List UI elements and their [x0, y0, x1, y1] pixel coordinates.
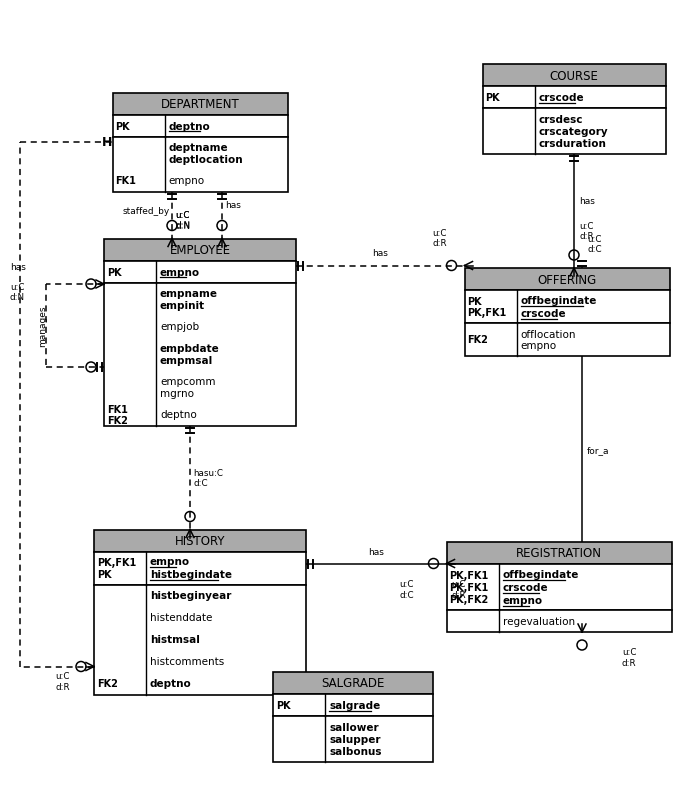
Text: u:C
d:R: u:C d:R [579, 221, 593, 241]
Text: SALGRADE: SALGRADE [322, 677, 385, 690]
Bar [94, 530, 306, 552]
Text: histmsal: histmsal [150, 634, 200, 645]
Text: empname
empinit: empname empinit [160, 289, 218, 310]
Bar [94, 585, 306, 695]
Text: FK2: FK2 [97, 678, 118, 689]
Text: salgrade: salgrade [329, 700, 380, 710]
Text: sallower
salupper
salbonus: sallower salupper salbonus [329, 723, 382, 755]
Text: PK
PK,FK1: PK PK,FK1 [468, 296, 506, 318]
Bar [104, 283, 296, 426]
Bar [482, 109, 665, 155]
Text: empjob: empjob [160, 322, 199, 332]
Text: crscode: crscode [520, 309, 566, 318]
Text: staffed_by: staffed_by [123, 206, 170, 215]
Text: u:C
d:R: u:C d:R [622, 647, 637, 667]
Text: offbegindate: offbegindate [502, 569, 579, 579]
Text: PK,FK1
PK,FK1
PK,FK2: PK,FK1 PK,FK1 PK,FK2 [449, 571, 489, 604]
Text: has: has [579, 197, 595, 206]
Text: crscode: crscode [538, 93, 584, 103]
Text: FK1
FK2: FK1 FK2 [107, 404, 128, 426]
Text: for_a: for_a [587, 446, 609, 455]
Text: deptno: deptno [150, 678, 192, 689]
Bar [482, 87, 665, 109]
Text: u:C
d:N: u:C d:N [175, 211, 190, 231]
Text: PK: PK [276, 700, 290, 710]
Text: FK1: FK1 [115, 176, 137, 186]
Text: empbdate
empmsal: empbdate empmsal [160, 344, 219, 366]
Text: offlocation
empno: offlocation empno [520, 330, 576, 350]
Bar [482, 65, 665, 87]
Text: HISTORY: HISTORY [175, 534, 225, 547]
Text: empcomm
mgrno: empcomm mgrno [160, 377, 215, 399]
Text: DEPARTMENT: DEPARTMENT [161, 98, 239, 111]
Text: has: has [368, 548, 384, 557]
Text: crsdesc
crscategory
crsduration: crsdesc crscategory crsduration [538, 115, 608, 148]
Text: COURSE: COURSE [549, 70, 598, 83]
Bar [273, 672, 433, 695]
Text: H: H [102, 136, 112, 149]
Text: has: has [373, 249, 388, 258]
Text: histbeginyear: histbeginyear [150, 591, 231, 601]
Text: deptno: deptno [160, 410, 197, 420]
Text: has: has [10, 263, 26, 272]
Text: PK: PK [107, 267, 121, 277]
Text: FK2: FK2 [468, 335, 489, 345]
Text: deptname
deptlocation: deptname deptlocation [168, 143, 243, 164]
Text: u:C
d:R: u:C d:R [55, 671, 70, 691]
Bar [94, 552, 306, 585]
Bar [112, 115, 288, 137]
Text: empno: empno [168, 176, 205, 186]
Bar [104, 239, 296, 261]
Text: offbegindate: offbegindate [520, 296, 597, 306]
Bar [112, 93, 288, 115]
Text: OFFERING: OFFERING [538, 273, 597, 286]
Text: REGISTRATION: REGISTRATION [516, 547, 602, 560]
Text: has: has [225, 201, 241, 210]
Text: empno: empno [150, 557, 190, 567]
Text: PK: PK [486, 93, 500, 103]
Text: PK: PK [115, 121, 130, 132]
Bar [273, 695, 433, 716]
Text: PK,FK1
PK: PK,FK1 PK [97, 557, 136, 579]
Bar [104, 261, 296, 283]
Text: crscode: crscode [502, 582, 548, 592]
Text: regevaluation: regevaluation [502, 616, 575, 626]
Text: empno: empno [160, 267, 200, 277]
Text: u:C
d:N: u:C d:N [10, 282, 25, 302]
Text: histbegindate: histbegindate [150, 569, 232, 580]
Text: u:C
d:N: u:C d:N [175, 210, 190, 229]
Bar [464, 269, 669, 290]
Text: empno: empno [502, 595, 542, 606]
Bar [273, 716, 433, 762]
Bar [446, 610, 671, 632]
Text: EMPLOYEE: EMPLOYEE [170, 244, 230, 257]
Bar [446, 565, 671, 610]
Bar [464, 290, 669, 323]
Text: u:C
d:C: u:C d:C [587, 234, 602, 253]
Text: u:C
d:R: u:C d:R [433, 229, 447, 248]
Text: histcomments: histcomments [150, 657, 224, 666]
Text: manages: manages [39, 306, 48, 346]
Text: u:C
d:C: u:C d:C [400, 580, 414, 599]
Text: u:C
d:R: u:C d:R [451, 580, 466, 599]
Text: hasu:C
d:C: hasu:C d:C [193, 468, 223, 488]
Text: deptno: deptno [168, 121, 210, 132]
Text: histenddate: histenddate [150, 613, 213, 622]
Bar [464, 323, 669, 357]
Bar [112, 137, 288, 192]
Bar [446, 542, 671, 565]
